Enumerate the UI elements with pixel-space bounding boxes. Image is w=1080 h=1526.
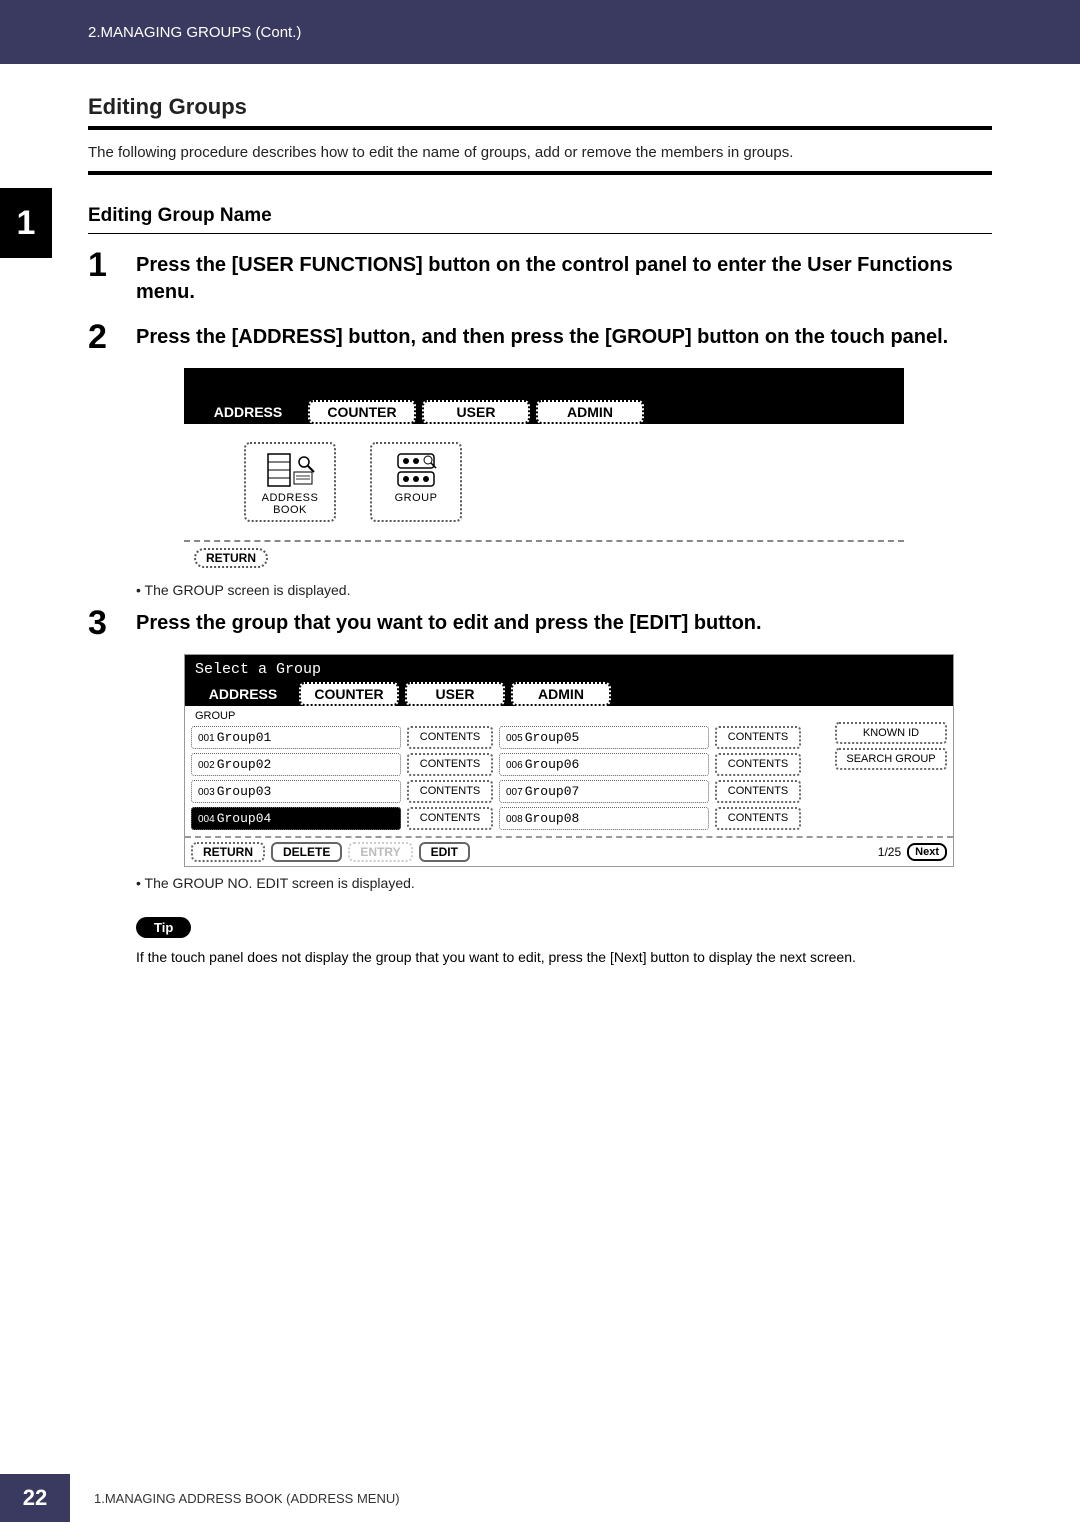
group-item[interactable]: 006Group06 [499, 753, 709, 776]
contents-button[interactable]: CONTENTS [715, 726, 801, 749]
rule [88, 171, 992, 175]
return-button[interactable]: RETURN [191, 842, 265, 862]
step: 2 Press the [ADDRESS] button, and then p… [88, 320, 992, 354]
section-intro: The following procedure describes how to… [88, 144, 992, 161]
step-text: Press the [ADDRESS] button, and then pre… [136, 320, 948, 351]
group-item[interactable]: 001Group01 [191, 726, 401, 749]
tip-text: If the touch panel does not display the … [136, 948, 992, 968]
group-heading: GROUP [191, 708, 947, 724]
group-icon [390, 450, 442, 490]
group-button[interactable]: GROUP [370, 442, 462, 522]
tab-counter[interactable]: COUNTER [299, 682, 399, 706]
known-id-button[interactable]: KNOWN ID [835, 722, 947, 744]
address-book-icon [264, 450, 316, 490]
tab-user[interactable]: USER [405, 682, 505, 706]
contents-button[interactable]: CONTENTS [407, 780, 493, 803]
icon-label: ADDRESS BOOK [250, 492, 330, 516]
contents-button[interactable]: CONTENTS [715, 807, 801, 830]
group-table: 001Group01 CONTENTS 005Group05 CONTENTS … [191, 726, 947, 830]
address-book-button[interactable]: ADDRESS BOOK [244, 442, 336, 522]
footer-text: 1.MANAGING ADDRESS BOOK (ADDRESS MENU) [94, 1491, 400, 1506]
touch-panel-screenshot-1: ADDRESS COUNTER USER ADMIN ADDRESS BOOK [184, 368, 904, 574]
tip-label: Tip [136, 917, 191, 938]
tab-admin[interactable]: ADMIN [511, 682, 611, 706]
page-indicator: 1/25 [878, 845, 901, 859]
page-header: 2.MANAGING GROUPS (Cont.) [0, 0, 1080, 64]
tab-counter[interactable]: COUNTER [308, 400, 416, 424]
step-number: 1 [88, 248, 136, 282]
search-group-button[interactable]: SEARCH GROUP [835, 748, 947, 770]
chapter-tab: 1 [0, 188, 52, 258]
panel-footer: RETURN DELETE ENTRY EDIT 1/25 Next [185, 836, 953, 866]
group-item[interactable]: 007Group07 [499, 780, 709, 803]
step: 3 Press the group that you want to edit … [88, 606, 992, 640]
delete-button[interactable]: DELETE [271, 842, 342, 862]
main-content: Editing Groups The following procedure d… [0, 64, 1080, 968]
tab-address[interactable]: ADDRESS [193, 682, 293, 706]
group-item-selected[interactable]: 004Group04 [191, 807, 401, 830]
breadcrumb: 2.MANAGING GROUPS (Cont.) [88, 24, 301, 41]
contents-button[interactable]: CONTENTS [407, 726, 493, 749]
tab-row: ADDRESS COUNTER USER ADMIN [185, 682, 953, 706]
group-item[interactable]: 008Group08 [499, 807, 709, 830]
contents-button[interactable]: CONTENTS [407, 753, 493, 776]
contents-button[interactable]: CONTENTS [715, 780, 801, 803]
page-number: 22 [0, 1474, 70, 1522]
icon-label: GROUP [376, 492, 456, 504]
tab-row: ADDRESS COUNTER USER ADMIN [184, 400, 904, 424]
panel-body: ADDRESS BOOK GROUP [184, 424, 904, 540]
note: The GROUP NO. EDIT screen is displayed. [136, 875, 992, 891]
group-item[interactable]: 002Group02 [191, 753, 401, 776]
step-number: 2 [88, 320, 136, 354]
touch-panel-screenshot-2: Select a Group ADDRESS COUNTER USER ADMI… [184, 654, 954, 867]
note: The GROUP screen is displayed. [136, 582, 992, 598]
panel-footer: RETURN [184, 540, 904, 574]
group-item[interactable]: 003Group03 [191, 780, 401, 803]
panel-prompt: Select a Group [185, 655, 953, 682]
entry-button-disabled: ENTRY [348, 842, 412, 862]
edit-button[interactable]: EDIT [419, 842, 470, 862]
return-button[interactable]: RETURN [194, 548, 268, 568]
next-button[interactable]: Next [907, 843, 947, 861]
side-buttons: KNOWN ID SEARCH GROUP [835, 722, 947, 774]
tab-address[interactable]: ADDRESS [194, 400, 302, 424]
tab-user[interactable]: USER [422, 400, 530, 424]
step: 1 Press the [USER FUNCTIONS] button on t… [88, 248, 992, 306]
rule [88, 126, 992, 130]
page-footer: 22 1.MANAGING ADDRESS BOOK (ADDRESS MENU… [0, 1470, 1080, 1526]
panel-body: GROUP 001Group01 CONTENTS 005Group05 CON… [185, 706, 953, 836]
step-text: Press the group that you want to edit an… [136, 606, 762, 637]
step-text: Press the [USER FUNCTIONS] button on the… [136, 248, 992, 306]
contents-button[interactable]: CONTENTS [715, 753, 801, 776]
contents-button[interactable]: CONTENTS [407, 807, 493, 830]
step-number: 3 [88, 606, 136, 640]
group-item[interactable]: 005Group05 [499, 726, 709, 749]
rule [88, 233, 992, 234]
tab-admin[interactable]: ADMIN [536, 400, 644, 424]
section-title: Editing Groups [88, 94, 992, 120]
sub-heading: Editing Group Name [88, 205, 992, 227]
